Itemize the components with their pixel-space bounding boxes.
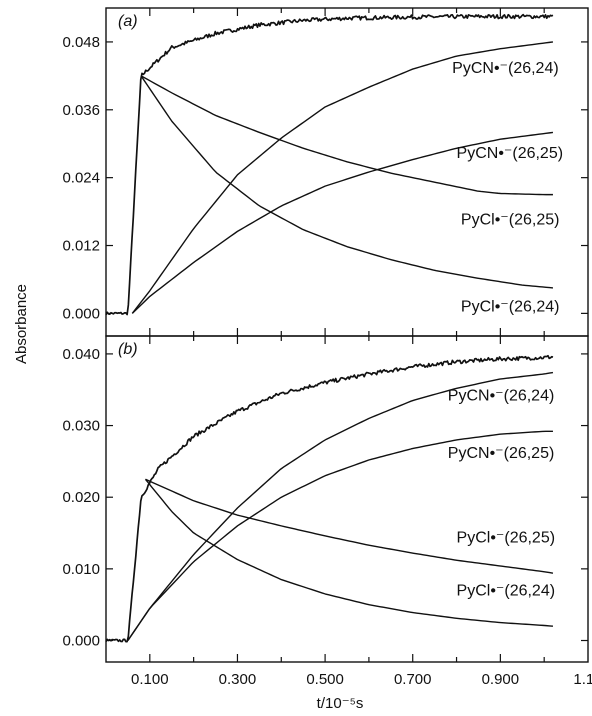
series-line-pycn_26_24 — [127, 371, 554, 641]
y-tick-label: 0.012 — [62, 238, 100, 255]
series-line-total — [105, 13, 554, 316]
x-tick-label: 0.500 — [306, 671, 344, 688]
curve-label: PyCN•⁻(26,25) — [457, 145, 564, 162]
x-tick-label: 0.700 — [394, 671, 432, 688]
y-tick-label: 0.010 — [62, 561, 100, 578]
y-axis-title: Absorbance — [13, 284, 30, 364]
series-line-pycl_26_25 — [145, 478, 554, 574]
y-tick-label: 0.000 — [62, 305, 100, 322]
series-line-pycn_26_25 — [131, 131, 554, 314]
y-tick-label: 0.024 — [62, 170, 100, 187]
curve-label: PyCN•⁻(26,24) — [448, 387, 555, 404]
y-tick-label: 0.048 — [62, 34, 100, 51]
plot-frame — [105, 7, 589, 337]
panel-label: (a) — [118, 13, 138, 30]
series-line-pycl_26_24 — [144, 478, 554, 627]
x-tick-label: 0.900 — [482, 671, 520, 688]
plot-frame — [105, 335, 589, 663]
y-tick-label: 0.036 — [62, 102, 100, 119]
curve-label: PyCN•⁻(26,25) — [448, 445, 555, 462]
series-line-pycn_26_24 — [131, 41, 554, 314]
curve-label: PyCl•⁻(26,24) — [457, 582, 556, 599]
series-line-pycl_26_24 — [140, 75, 554, 289]
series-line-pycn_26_25 — [127, 430, 553, 641]
y-tick-label: 0.020 — [62, 489, 100, 506]
panel-label: (b) — [118, 341, 138, 358]
y-tick-label: 0.000 — [62, 633, 100, 650]
panel-a: 0.000 0.012 0.024 0.036 0.048 (a) PyCN•⁻(26,24… — [62, 7, 589, 337]
panel-b: 0.000 0.010 0.020 0.030 0.040 0.100 0.300 0.500… — [62, 335, 592, 688]
x-tick-label: 1.10 — [573, 671, 592, 688]
x-axis-title: t/10⁻⁵s — [317, 695, 364, 712]
series-line-pycl_26_25 — [140, 75, 553, 196]
curve-label: PyCl•⁻(26,24) — [461, 299, 560, 316]
x-tick-label: 0.100 — [131, 671, 169, 688]
y-tick-label: 0.030 — [62, 418, 100, 435]
x-tick-label: 0.300 — [219, 671, 257, 688]
curve-label: PyCl•⁻(26,25) — [457, 529, 556, 546]
curve-label: PyCl•⁻(26,25) — [461, 212, 560, 229]
y-tick-label: 0.040 — [62, 346, 100, 363]
series-line-total — [105, 354, 554, 643]
curve-label: PyCN•⁻(26,24) — [452, 60, 559, 77]
